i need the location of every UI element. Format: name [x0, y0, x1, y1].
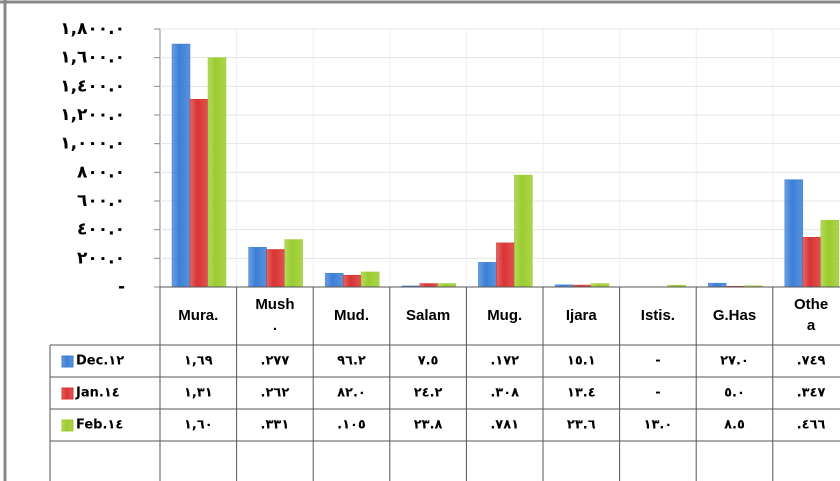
- data-label: .٣٠٨: [490, 386, 519, 401]
- data-label: ١,٦٠: [184, 418, 213, 433]
- x-tick-label: Mush.: [255, 296, 294, 334]
- y-tick-label: ١,٤٠٠.٠: [60, 76, 125, 96]
- data-label: ٥.٠: [724, 386, 745, 401]
- bar: [514, 174, 533, 288]
- bar: [478, 262, 497, 288]
- data-label: .٧٤٩: [797, 354, 826, 369]
- data-label: ١٣.٤: [567, 386, 596, 401]
- bar: [590, 283, 610, 288]
- y-tick-label: ١,٦٠٠.٠: [60, 48, 125, 68]
- bar: [284, 239, 303, 288]
- data-label: ٢٤.٢: [414, 386, 443, 401]
- bar: [189, 98, 209, 288]
- y-tick-label: ٤٠٠.٠: [77, 220, 125, 240]
- data-label: .١٧٢: [490, 354, 519, 369]
- data-label: .٢٧٧: [261, 354, 290, 369]
- data-label: ٢٧.٠: [720, 354, 749, 369]
- data-label: .١٠٥: [337, 418, 366, 433]
- data-label: ١٣.٠: [644, 418, 673, 433]
- x-tick-label: Mud.: [334, 307, 369, 324]
- legend-label: Jan.١٤: [75, 386, 120, 401]
- bar: [266, 249, 285, 288]
- bar: [496, 242, 515, 288]
- data-label: -: [655, 386, 660, 401]
- bar: [707, 282, 727, 288]
- bar: [207, 57, 227, 288]
- data-label: .٣٤٧: [797, 386, 826, 401]
- bar: [419, 283, 439, 288]
- legend-swatch: [61, 387, 74, 400]
- bar: [171, 43, 191, 288]
- x-tick-label: G.Has: [713, 307, 756, 324]
- y-tick-label: ١,٢٠٠.٠: [60, 105, 125, 125]
- data-label: ٢٣.٦: [567, 418, 596, 433]
- legend-label: Dec.١٢: [76, 354, 124, 369]
- data-label: ٨.٥: [724, 418, 745, 433]
- data-label: .٤٦٦: [797, 418, 826, 433]
- bar: [820, 219, 840, 288]
- data-label: ١,٦٩: [184, 354, 213, 369]
- x-tick-label: Mug.: [487, 307, 522, 324]
- y-tick-label: ١,٠٠٠.٠: [60, 134, 125, 154]
- y-tick-label: -: [118, 277, 125, 297]
- bar: [342, 274, 362, 288]
- y-tick-label: ٦٠٠.٠: [77, 191, 125, 211]
- data-label: ٩٦.٢: [337, 354, 366, 369]
- legend-label: Feb.١٤: [76, 418, 123, 433]
- y-tick-label: ١,٨٠٠.٠: [60, 19, 125, 39]
- bar: [360, 271, 380, 288]
- data-label: .٣٣١: [261, 418, 290, 433]
- x-tick-label: Mura.: [178, 307, 218, 324]
- bar: [802, 237, 822, 288]
- data-label: .٢٦٢: [261, 386, 290, 401]
- bar: [784, 179, 804, 288]
- x-tick-label: Salam: [406, 307, 450, 324]
- data-label: ٧.٥: [418, 354, 439, 369]
- bar: [437, 283, 457, 288]
- x-tick-label: Istis.: [641, 307, 675, 324]
- x-tick-label: Othe a: [794, 296, 828, 334]
- data-label: ٢٣.٨: [414, 418, 443, 433]
- data-label: ٨٢.٠: [337, 386, 366, 401]
- y-tick-label: ٨٠٠.٠: [77, 162, 125, 182]
- legend-swatch: [61, 419, 74, 432]
- data-label: .٧٨١: [490, 418, 519, 433]
- data-label: -: [655, 354, 660, 369]
- x-tick-label: Ijara: [566, 307, 598, 324]
- data-label: ١٥.١: [567, 354, 596, 369]
- y-tick-label: ٢٠٠.٠: [77, 248, 125, 268]
- data-label: ١,٣١: [184, 386, 213, 401]
- bar: [324, 272, 344, 288]
- legend-swatch: [61, 355, 74, 368]
- bar: [248, 247, 267, 288]
